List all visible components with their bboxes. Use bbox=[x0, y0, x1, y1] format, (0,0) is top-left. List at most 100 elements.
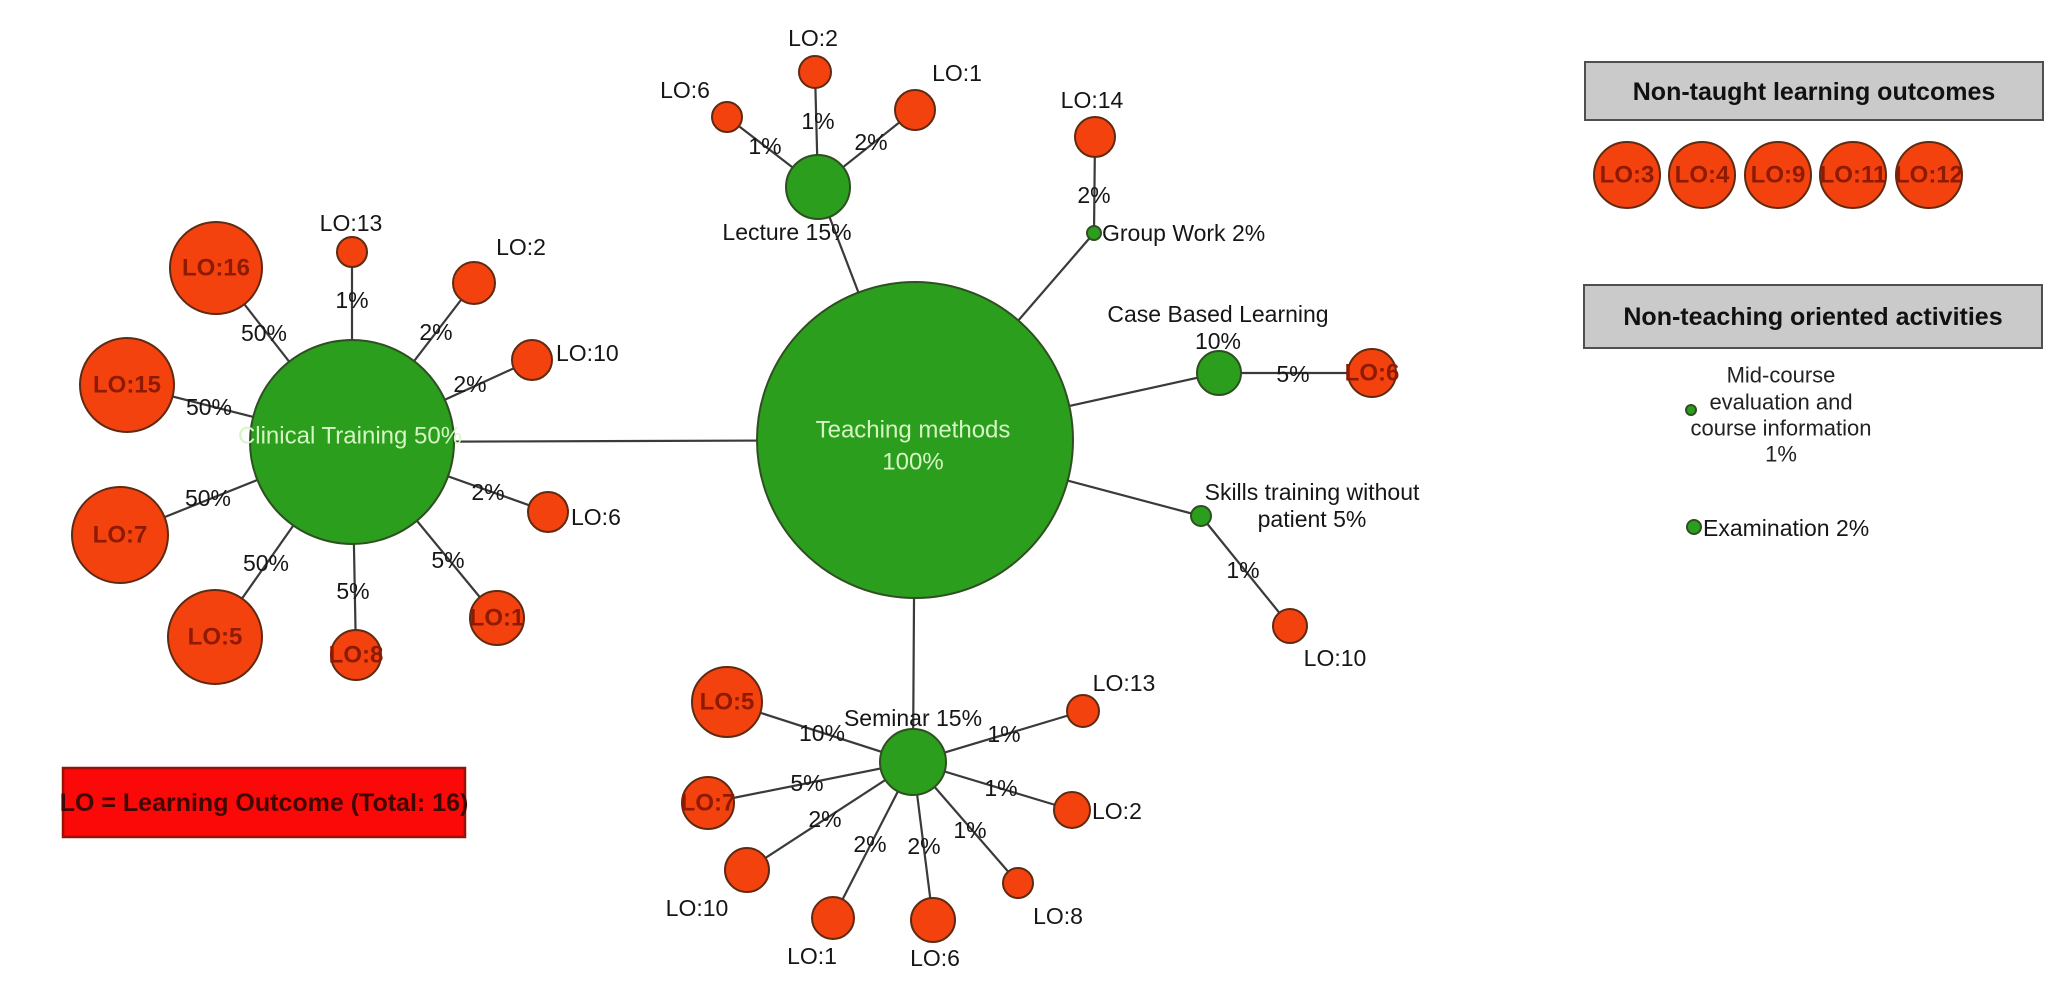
edge-pct: 5% bbox=[790, 770, 823, 796]
node-clinical-lo16 bbox=[169, 221, 263, 315]
mid-course-line2: evaluation and bbox=[1709, 390, 1852, 415]
seminar-lo6-label: LO:6 bbox=[910, 945, 960, 971]
edge-pct: 5% bbox=[336, 578, 369, 604]
node-seminar bbox=[879, 728, 947, 796]
seminar-lo10-label: LO:10 bbox=[666, 895, 729, 921]
node-nontaught-lo11 bbox=[1819, 141, 1887, 209]
node-nontaught-lo9 bbox=[1744, 141, 1812, 209]
edge-pct: 50% bbox=[241, 320, 287, 346]
edge-pct: 2% bbox=[808, 806, 841, 832]
skills-training-cluster: Skills training without patient 5% LO:10… bbox=[1190, 479, 1420, 671]
non-taught-header-box bbox=[1584, 61, 2044, 121]
edge-pct: 1% bbox=[984, 775, 1017, 801]
node-lecture-lo2 bbox=[798, 55, 832, 89]
edge-pct: 2% bbox=[453, 371, 486, 397]
node-seminar-lo2 bbox=[1053, 791, 1091, 829]
non-taught-panel: Non-taught learning outcomes LO:3 LO:4 L… bbox=[1584, 61, 2044, 209]
seminar-label: Seminar 15% bbox=[844, 705, 982, 731]
node-clinical-lo10 bbox=[511, 339, 553, 381]
legend-label: LO = Learning Outcome (Total: 16) bbox=[60, 789, 469, 817]
edge-pct: 50% bbox=[185, 485, 231, 511]
mid-course-line1: Mid-course bbox=[1727, 363, 1836, 388]
lo13-label: LO:13 bbox=[320, 210, 383, 236]
edge-pct: 1% bbox=[748, 133, 781, 159]
edge-pct: 2% bbox=[907, 833, 940, 859]
seminar-lo13-label: LO:13 bbox=[1093, 670, 1156, 696]
clinical-training-cluster: Clinical Training 50% LO:16 LO:15 LO:7 L… bbox=[71, 210, 621, 685]
edge-pct: 2% bbox=[854, 129, 887, 155]
node-seminar-lo13 bbox=[1066, 694, 1100, 728]
node-clinical-lo15 bbox=[79, 337, 175, 433]
node-skills-lo10 bbox=[1272, 608, 1308, 644]
non-teaching-title: Non-teaching oriented activities bbox=[1623, 303, 2002, 331]
node-lecture bbox=[785, 154, 851, 220]
mid-course-line4: 1% bbox=[1765, 442, 1797, 467]
node-clinical-lo2 bbox=[452, 261, 496, 305]
node-seminar-lo10 bbox=[724, 847, 770, 893]
node-clinical-lo5 bbox=[167, 589, 263, 685]
teaching-methods-label: Teaching methods bbox=[816, 417, 1011, 444]
lecture-cluster: Lecture 15% LO:6 LO:2 LO:1 1% 1% 2% bbox=[660, 25, 982, 245]
lo1-label: LO:1 bbox=[470, 605, 525, 632]
nontaught-lo3-label: LO:3 bbox=[1600, 162, 1655, 189]
mid-course-dot bbox=[1685, 404, 1697, 416]
examination-dot bbox=[1686, 519, 1702, 535]
case-based-label: Case Based Learning bbox=[1107, 301, 1328, 327]
node-clinical-training bbox=[249, 339, 455, 545]
lo14-label: LO:14 bbox=[1061, 87, 1124, 113]
node-cbl-lo6 bbox=[1347, 348, 1397, 398]
node-seminar-lo8 bbox=[1002, 867, 1034, 899]
non-teaching-header-box bbox=[1583, 284, 2043, 349]
lo16-label: LO:16 bbox=[182, 255, 250, 282]
seminar-lo7-label: LO:7 bbox=[681, 790, 736, 817]
lecture-lo6-label: LO:6 bbox=[660, 77, 710, 103]
node-skills-training bbox=[1190, 505, 1212, 527]
skills-label-line1: Skills training without bbox=[1205, 479, 1420, 505]
lecture-label: Lecture 15% bbox=[722, 219, 851, 245]
node-nontaught-lo3 bbox=[1593, 141, 1661, 209]
node-teaching-methods bbox=[756, 281, 1074, 599]
nontaught-lo9-label: LO:9 bbox=[1751, 162, 1806, 189]
skills-label-line2: patient 5% bbox=[1258, 506, 1367, 532]
node-seminar-lo1 bbox=[811, 896, 855, 940]
node-seminar-lo6 bbox=[910, 897, 956, 943]
node-lecture-lo1 bbox=[894, 89, 936, 131]
non-taught-title: Non-taught learning outcomes bbox=[1633, 78, 1996, 106]
edge-pct: 1% bbox=[801, 108, 834, 134]
lo7-label: LO:7 bbox=[93, 522, 148, 549]
seminar-lo2-label: LO:2 bbox=[1092, 798, 1142, 824]
lo15-label: LO:15 bbox=[93, 372, 161, 399]
lecture-lo2-label: LO:2 bbox=[788, 25, 838, 51]
node-seminar-lo5 bbox=[691, 666, 763, 738]
mid-course-line3: course information bbox=[1691, 416, 1872, 441]
lo5-label: LO:5 bbox=[188, 624, 243, 651]
edge-pct: 2% bbox=[853, 831, 886, 857]
group-work-cluster: Group Work 2% LO:14 2% bbox=[1061, 87, 1266, 246]
edge-pct: 1% bbox=[1226, 557, 1259, 583]
legend: LO = Learning Outcome (Total: 16) bbox=[60, 766, 469, 839]
edge-pct: 10% bbox=[799, 720, 845, 746]
edge-pct: 1% bbox=[335, 287, 368, 313]
edge-pct: 5% bbox=[431, 547, 464, 573]
node-seminar-lo7 bbox=[681, 776, 735, 830]
edge-pct: 2% bbox=[471, 479, 504, 505]
nontaught-lo11-label: LO:11 bbox=[1820, 162, 1887, 189]
non-teaching-panel: Non-teaching oriented activities Mid-cou… bbox=[1583, 284, 2043, 541]
seminar-cluster: Seminar 15% LO:5 LO:7 LO:10 LO:1 LO:6 LO… bbox=[666, 666, 1156, 971]
node-groupwork-lo14 bbox=[1074, 116, 1116, 158]
seminar-lo8-label: LO:8 bbox=[1033, 903, 1083, 929]
node-clinical-lo6 bbox=[527, 491, 569, 533]
node-clinical-lo13 bbox=[336, 236, 368, 268]
seminar-lo5-label: LO:5 bbox=[700, 689, 755, 716]
edge-pct: 2% bbox=[419, 319, 452, 345]
group-work-label: Group Work 2% bbox=[1102, 220, 1265, 246]
lecture-lo1-label: LO:1 bbox=[932, 60, 982, 86]
examination-label: Examination 2% bbox=[1703, 515, 1869, 541]
node-clinical-lo8 bbox=[330, 629, 382, 681]
node-clinical-lo7 bbox=[71, 486, 169, 584]
edge-pct: 2% bbox=[1077, 182, 1110, 208]
lo6-label: LO:6 bbox=[571, 504, 621, 530]
nontaught-lo12-label: LO:12 bbox=[1895, 162, 1963, 189]
node-nontaught-lo4 bbox=[1668, 141, 1736, 209]
